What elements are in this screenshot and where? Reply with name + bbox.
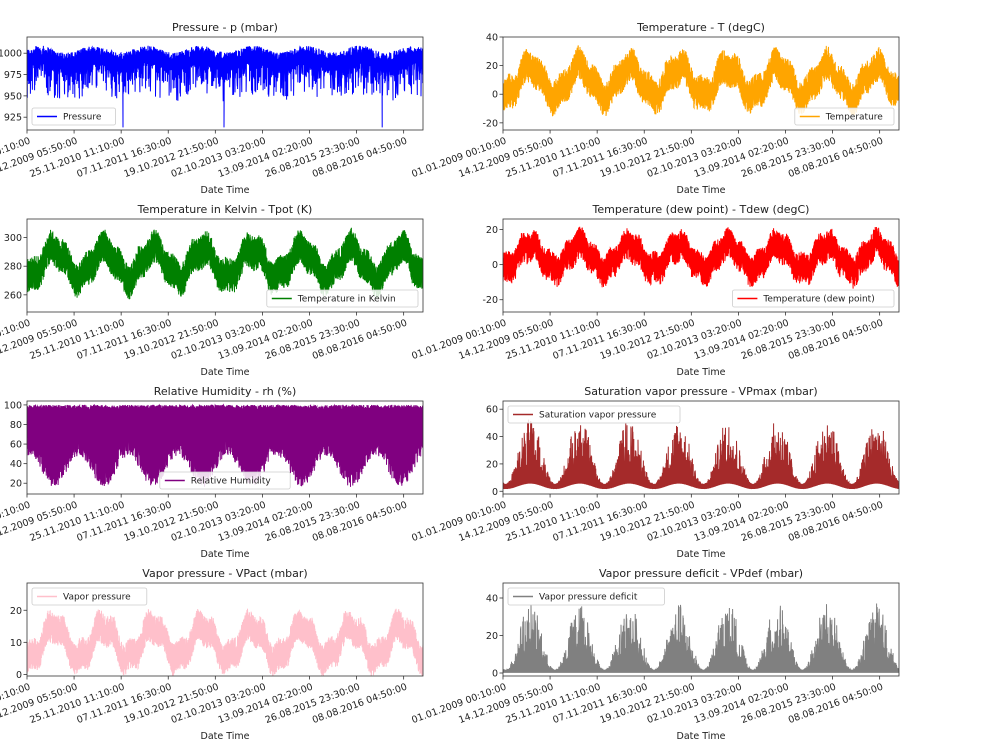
axes-frame — [502, 582, 900, 677]
subplot-title: Pressure - p (mbar) — [172, 21, 278, 34]
x-axis-label: Date Time — [677, 549, 726, 560]
legend: Temperature — [794, 107, 895, 126]
x-axis-label: Date Time — [201, 549, 250, 560]
legend: Temperature (dew point) — [732, 289, 895, 308]
y-tick-label: 40 — [10, 459, 22, 470]
y-tick-label: 80 — [10, 420, 22, 431]
axes-frame — [502, 400, 900, 495]
y-tick-label: 0 — [492, 260, 498, 271]
series-line — [503, 419, 899, 490]
axes-frame — [26, 582, 424, 677]
subplot-title: Temperature - T (degC) — [636, 21, 765, 34]
legend-label: Relative Humidity — [191, 477, 272, 487]
y-tick-label: 0 — [492, 487, 498, 498]
legend: Vapor pressure — [31, 587, 148, 606]
subplot-title: Temperature in Kelvin - Tpot (K) — [137, 203, 313, 216]
series-line — [503, 45, 899, 117]
legend-box — [31, 587, 148, 606]
subplot-8: Vapor pressure deficit - VPdef (mbar) 0 20… — [410, 567, 900, 742]
legend-label: Vapor pressure deficit — [539, 593, 638, 603]
subplot-5: Relative Humidity - rh (%)2040608010001.… — [0, 385, 424, 560]
legend-box — [507, 405, 681, 424]
x-axis-label: Date Time — [201, 367, 250, 378]
legend-label: Saturation vapor pressure — [539, 411, 657, 421]
legend: Temperature in Kelvin — [266, 289, 419, 308]
subplot-2: Temperature - T (degC)-200204001.01.2009… — [410, 21, 900, 196]
legend: Vapor pressure deficit — [507, 587, 665, 606]
y-tick-label: 975 — [4, 70, 22, 81]
y-tick-label: 20 — [486, 225, 498, 236]
y-tick-label: 20 — [486, 631, 498, 642]
legend-label: Pressure — [63, 113, 102, 123]
y-tick-label: 60 — [486, 405, 498, 416]
subplot-title: Saturation vapor pressure - VPmax (mbar) — [584, 385, 817, 398]
y-tick-label: 60 — [10, 440, 22, 451]
subplot-title: Vapor pressure - VPact (mbar) — [142, 567, 307, 580]
series-line — [27, 227, 423, 300]
legend-box — [31, 107, 116, 126]
legend-box — [794, 107, 895, 126]
y-tick-label: 260 — [4, 290, 22, 301]
legend-box — [507, 587, 665, 606]
subplot-4: Temperature (dew point) - Tdew (degC) -20… — [410, 203, 900, 378]
legend-label: Vapor pressure — [63, 593, 131, 603]
legend-box — [732, 289, 895, 308]
legend: Pressure — [31, 107, 116, 126]
legend-box — [159, 471, 291, 490]
axes-frame — [502, 218, 900, 313]
y-tick-label: -20 — [482, 118, 498, 129]
legend: Relative Humidity — [159, 471, 291, 490]
subplot-title: Temperature (dew point) - Tdew (degC) — [592, 203, 810, 216]
x-axis-label: Date Time — [677, 185, 726, 196]
x-axis-label: Date Time — [201, 185, 250, 196]
x-axis-label: Date Time — [677, 731, 726, 742]
legend-box — [266, 289, 419, 308]
y-tick-label: 20 — [486, 459, 498, 470]
series-line — [27, 45, 423, 128]
y-tick-label: 280 — [4, 262, 22, 273]
y-tick-label: 40 — [486, 594, 498, 605]
y-tick-label: 0 — [16, 670, 22, 681]
y-tick-label: 40 — [486, 33, 498, 44]
y-tick-label: 950 — [4, 91, 22, 102]
y-tick-label: 0 — [492, 669, 498, 680]
subplot-6: Saturation vapor pressure - VPmax (mbar)… — [410, 385, 900, 560]
y-tick-label: 20 — [10, 479, 22, 490]
series-line — [503, 226, 899, 289]
axes-frame — [26, 218, 424, 313]
x-axis-label: Date Time — [677, 367, 726, 378]
subplot-3: Temperature in Kelvin - Tpot (K) 260 280 30… — [0, 203, 424, 378]
series-line — [27, 608, 423, 676]
y-tick-label: 40 — [486, 432, 498, 443]
y-tick-label: 0 — [492, 90, 498, 101]
y-tick-label: 300 — [4, 233, 22, 244]
y-tick-label: 100 — [4, 400, 22, 411]
axes-frame — [26, 400, 424, 495]
y-tick-label: 20 — [10, 606, 22, 617]
axes-frame — [26, 36, 424, 131]
series-line — [503, 603, 899, 673]
subplot-1: Pressure - p (mbar)925950975100001.01.20… — [0, 21, 424, 196]
axes-frame — [502, 36, 900, 131]
legend-label: Temperature (dew point) — [762, 295, 874, 305]
y-tick-label: 925 — [4, 113, 22, 124]
y-tick-label: -20 — [482, 295, 498, 306]
subplot-title: Relative Humidity - rh (%) — [154, 385, 297, 398]
y-tick-label: 1000 — [0, 49, 22, 60]
series-line — [27, 403, 423, 487]
legend-label: Temperature in Kelvin — [297, 295, 396, 305]
subplot-7: Vapor pressure - VPact (mbar)0102001.01.… — [0, 567, 424, 742]
subplot-title: Vapor pressure deficit - VPdef (mbar) — [599, 567, 803, 580]
x-axis-label: Date Time — [201, 731, 250, 742]
legend-label: Temperature — [825, 113, 883, 123]
legend: Saturation vapor pressure — [507, 405, 681, 424]
y-tick-label: 20 — [486, 61, 498, 72]
y-tick-label: 10 — [10, 638, 22, 649]
